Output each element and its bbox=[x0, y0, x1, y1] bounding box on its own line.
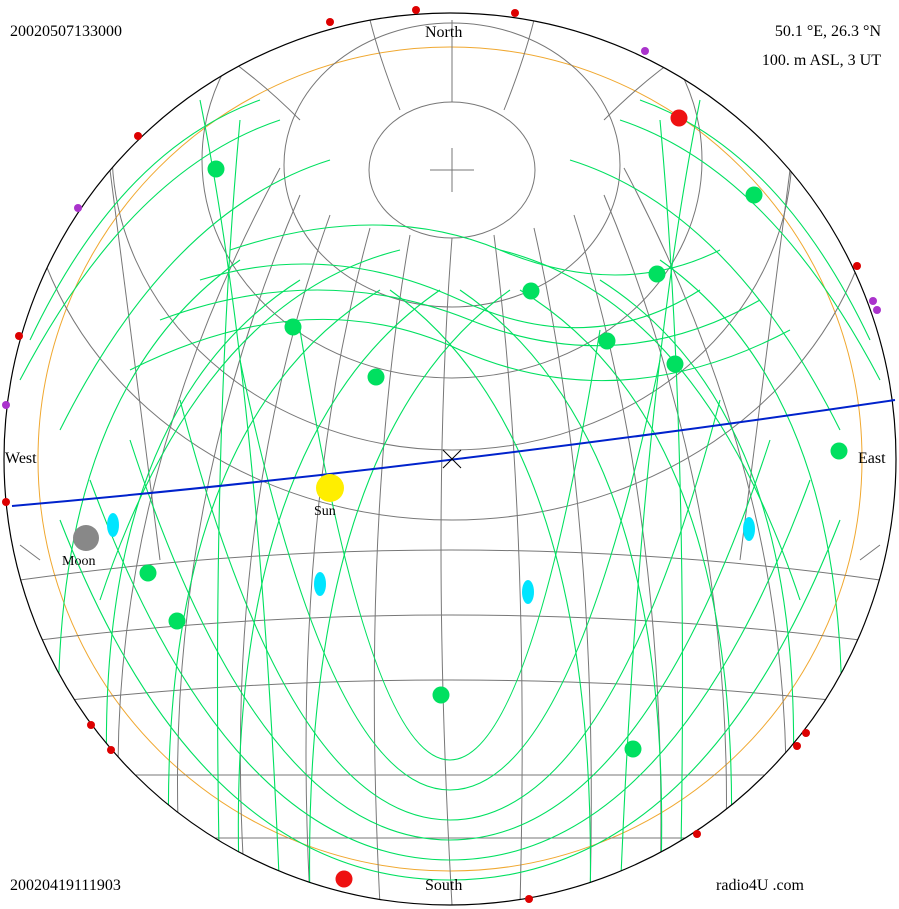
satellite-marker bbox=[367, 368, 385, 386]
planets bbox=[107, 513, 755, 604]
satellites bbox=[139, 160, 848, 758]
west-label: West bbox=[5, 450, 37, 467]
east-label: East bbox=[858, 450, 886, 467]
planet-marker bbox=[314, 572, 326, 596]
north-label: North bbox=[425, 24, 463, 41]
red-satellite-marker bbox=[335, 870, 353, 888]
elements-timestamp: 20020419111903 bbox=[10, 877, 121, 894]
satellite-marker bbox=[830, 442, 848, 460]
satellite-marker bbox=[522, 282, 540, 300]
zenith-cross bbox=[442, 449, 462, 469]
satellite-marker bbox=[207, 160, 225, 178]
celestial-pole-marker bbox=[430, 148, 474, 192]
sun-label: Sun bbox=[314, 504, 336, 519]
moon-marker bbox=[73, 525, 99, 551]
planet-marker bbox=[522, 580, 534, 604]
satellite-marker bbox=[432, 686, 450, 704]
satellite-marker bbox=[168, 612, 186, 630]
ecliptic-line bbox=[11, 399, 896, 507]
moon-label: Moon bbox=[62, 554, 96, 569]
horizon-circle bbox=[3, 12, 897, 906]
horizon-markers bbox=[2, 6, 881, 903]
planet-marker bbox=[743, 517, 755, 541]
south-label: South bbox=[425, 877, 463, 894]
coordinate-grid bbox=[19, 13, 883, 905]
satellite-orbit-tracks bbox=[14, 69, 886, 905]
satellite-marker bbox=[598, 332, 616, 350]
satellite-marker bbox=[139, 564, 157, 582]
satellite-marker bbox=[648, 265, 666, 283]
observer-altitude-time: 100. m ASL, 3 UT bbox=[761, 52, 881, 69]
satellite-marker bbox=[745, 186, 763, 204]
observer-coordinates: 50.1 °E, 26.3 °N bbox=[774, 23, 881, 40]
satellite-marker bbox=[284, 318, 302, 336]
red-satellite-marker bbox=[670, 109, 688, 127]
sun-marker bbox=[316, 474, 344, 502]
planet-marker bbox=[107, 513, 119, 537]
satellite-marker bbox=[624, 740, 642, 758]
site-credit: radio4U .com bbox=[716, 877, 804, 894]
satellite-marker bbox=[666, 355, 684, 373]
epoch-timestamp: 20020507133000 bbox=[10, 23, 122, 40]
